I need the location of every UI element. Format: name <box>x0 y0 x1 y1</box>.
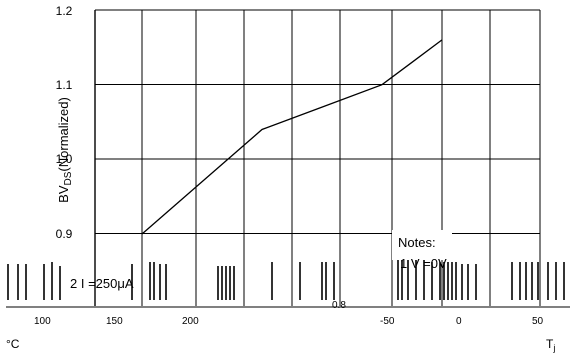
notes-line-2: 2 I =250μA <box>70 276 134 291</box>
x-fragment: 50 <box>532 316 544 327</box>
y-tick-label: 1.1 <box>56 78 73 92</box>
x-fragment: 200 <box>182 316 199 327</box>
notes-backdrop <box>392 230 452 260</box>
x-fragment: 0.8 <box>332 300 346 311</box>
y-tick-label: 1.0 <box>56 152 73 166</box>
x-fragment: 0 <box>456 316 462 327</box>
y-tick-label: 0.9 <box>56 227 73 241</box>
scan-noise <box>7 260 565 300</box>
series-line <box>141 39 443 235</box>
left-unit-label: °C <box>6 337 20 351</box>
y-axis-label: BVDS(Normalized) <box>56 97 74 203</box>
x-fragment: -50 <box>380 316 395 327</box>
notes-line-1: 1 V =0V <box>400 256 447 271</box>
y-tick-label: 1.2 <box>56 4 73 18</box>
x-fragment: 100 <box>34 316 51 327</box>
x-fragment: 150 <box>106 316 123 327</box>
notes-title: Notes: <box>398 235 436 250</box>
x-unit-label: Tj <box>546 337 555 353</box>
grid-lines <box>94 9 541 306</box>
